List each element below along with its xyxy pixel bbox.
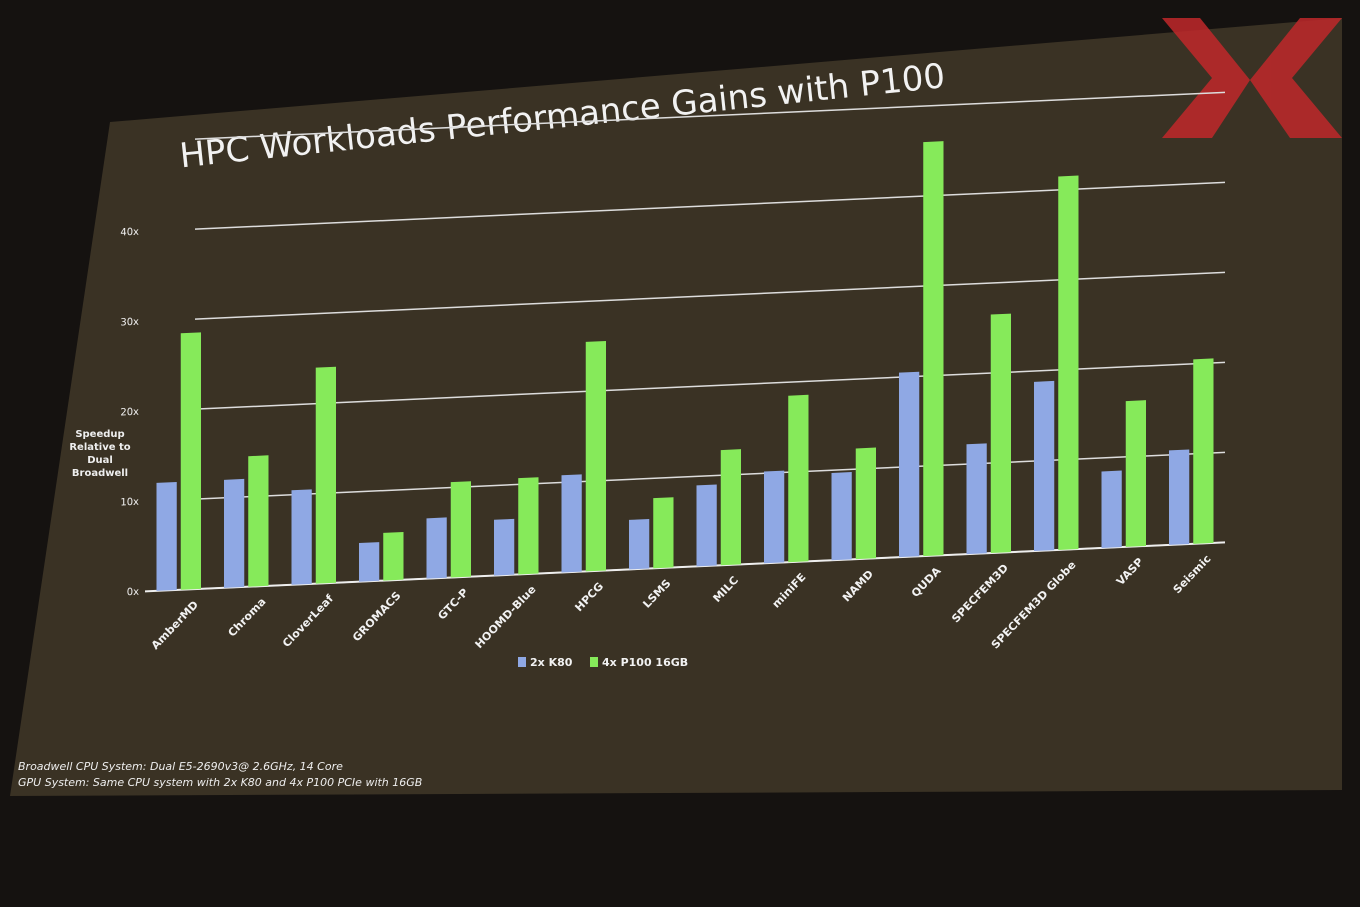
bar: [248, 455, 269, 587]
legend-label: 4x P100 16GB: [602, 656, 688, 669]
bar: [696, 484, 717, 567]
legend-swatch: [518, 657, 526, 667]
bar: [831, 472, 852, 561]
grid-line: [195, 271, 1225, 320]
bar: [899, 371, 920, 558]
bar: [764, 470, 785, 564]
y-tick-label: 20x: [120, 407, 139, 419]
y-tick-label: 10x: [120, 497, 139, 509]
grid-line: [195, 361, 1225, 410]
bar: [629, 519, 650, 570]
bar: [450, 481, 471, 578]
bar: [720, 449, 741, 566]
bar: [224, 478, 245, 588]
bar: [1125, 400, 1146, 547]
bar: [561, 474, 582, 573]
bar: [1169, 449, 1190, 545]
grid-line: [195, 91, 1225, 140]
y-tick-label: 30x: [120, 317, 139, 329]
bar: [518, 477, 539, 575]
logo: [1162, 18, 1342, 138]
bar: [1058, 175, 1079, 550]
footnote: Broadwell CPU System: Dual E5-2690v3@ 2.…: [18, 760, 343, 773]
bar: [494, 518, 515, 576]
y-tick-label: 0x: [127, 587, 139, 599]
bar: [923, 141, 944, 557]
bar: [653, 497, 674, 569]
bar: [291, 489, 312, 585]
bar: [788, 394, 809, 563]
grid-line: [195, 181, 1225, 230]
bar: [1193, 358, 1214, 544]
bar: [359, 542, 380, 582]
bar: [1034, 380, 1055, 552]
bar: [966, 443, 987, 555]
bar: [383, 531, 404, 581]
bar: [585, 340, 606, 572]
footnote: GPU System: Same CPU system with 2x K80 …: [18, 776, 423, 789]
bar: [426, 517, 447, 579]
bar: [180, 332, 201, 590]
legend-swatch: [590, 657, 598, 667]
y-axis-label: Speedup Relative to Dual Broadwell: [69, 429, 131, 479]
slide: [10, 18, 1342, 796]
y-tick-label: 40x: [120, 227, 139, 239]
bar: [315, 366, 336, 584]
bar: [1101, 470, 1122, 548]
legend-label: 2x K80: [530, 656, 573, 669]
bar: [156, 481, 177, 591]
bar: [855, 447, 876, 560]
bar: [990, 313, 1011, 554]
